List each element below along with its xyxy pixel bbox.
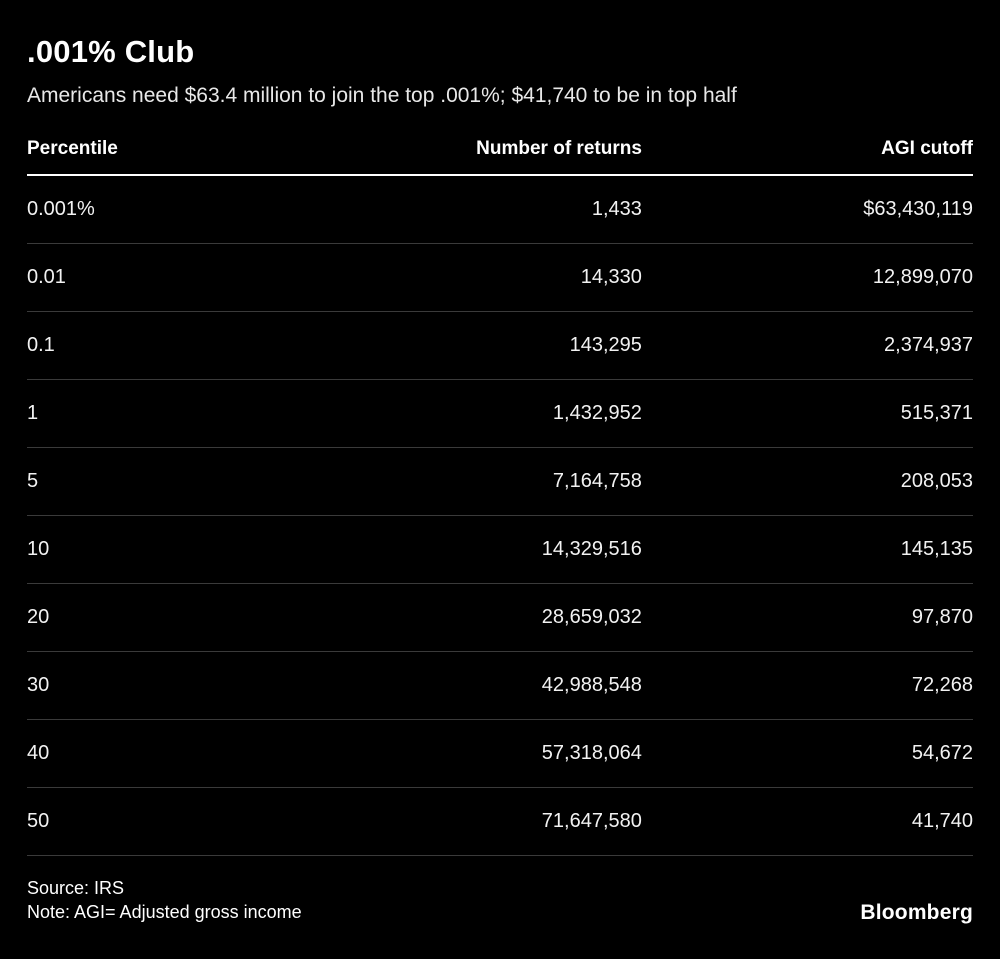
- footer-notes: Source: IRS Note: AGI= Adjusted gross in…: [27, 876, 302, 925]
- agi-cutoff-cell: 97,870: [641, 583, 973, 652]
- number-of-returns-cell: 143,295: [291, 311, 642, 380]
- percentile-cell: 20: [27, 583, 292, 652]
- chart-footer: Source: IRS Note: AGI= Adjusted gross in…: [27, 876, 973, 925]
- agi-cutoff-cell: 54,672: [641, 719, 973, 788]
- table-header-row: Percentile Number of returns AGI cutoff: [27, 138, 973, 176]
- table-row: 10 14,329,516 145,135: [27, 515, 973, 584]
- number-of-returns-cell: 14,329,516: [291, 515, 642, 584]
- data-table: Percentile Number of returns AGI cutoff …: [27, 138, 973, 856]
- note-text: Note: AGI= Adjusted gross income: [27, 902, 302, 923]
- percentile-cell: 5: [27, 447, 292, 516]
- table-row: 1 1,432,952 515,371: [27, 379, 973, 448]
- agi-cutoff-cell: 72,268: [641, 651, 973, 720]
- table-row: 40 57,318,064 54,672: [27, 719, 973, 788]
- source-text: Source: IRS: [27, 878, 125, 898]
- column-header-agi-cutoff: AGI cutoff: [641, 138, 973, 176]
- column-header-number-of-returns: Number of returns: [291, 138, 642, 176]
- table-row: 0.01 14,330 12,899,070: [27, 243, 973, 312]
- number-of-returns-cell: 7,164,758: [291, 447, 642, 516]
- number-of-returns-cell: 14,330: [291, 243, 642, 312]
- percentile-cell: 0.1: [27, 311, 292, 380]
- table-row: 50 71,647,580 41,740: [27, 787, 973, 856]
- number-of-returns-cell: 71,647,580: [291, 787, 642, 856]
- number-of-returns-cell: 1,432,952: [291, 379, 642, 448]
- column-header-percentile: Percentile: [27, 138, 292, 176]
- percentile-cell: 50: [27, 787, 292, 856]
- percentile-cell: 0.001%: [27, 175, 292, 244]
- agi-cutoff-cell: 515,371: [641, 379, 973, 448]
- percentile-cell: 30: [27, 651, 292, 720]
- agi-cutoff-cell: 208,053: [641, 447, 973, 516]
- table-row: 0.001% 1,433 $63,430,119: [27, 175, 973, 244]
- agi-cutoff-cell: 12,899,070: [641, 243, 973, 312]
- number-of-returns-cell: 1,433: [291, 175, 642, 244]
- agi-cutoff-cell: $63,430,119: [641, 175, 973, 244]
- table-row: 5 7,164,758 208,053: [27, 447, 973, 516]
- table-row: 0.1 143,295 2,374,937: [27, 311, 973, 380]
- percentile-cell: 40: [27, 719, 292, 788]
- bloomberg-logo: Bloomberg: [860, 900, 973, 924]
- number-of-returns-cell: 57,318,064: [291, 719, 642, 788]
- chart-subtitle: Americans need $63.4 million to join the…: [27, 84, 737, 107]
- agi-cutoff-cell: 41,740: [641, 787, 973, 856]
- percentile-cell: 0.01: [27, 243, 292, 312]
- number-of-returns-cell: 42,988,548: [291, 651, 642, 720]
- number-of-returns-cell: 28,659,032: [291, 583, 642, 652]
- chart-title: .001% Club: [27, 34, 195, 69]
- table-row: 20 28,659,032 97,870: [27, 583, 973, 652]
- table-body: 0.001% 1,433 $63,430,119 0.01 14,330 12,899,0…: [27, 175, 973, 856]
- percentile-cell: 1: [27, 379, 292, 448]
- agi-cutoff-cell: 2,374,937: [641, 311, 973, 380]
- agi-cutoff-cell: 145,135: [641, 515, 973, 584]
- percentile-cell: 10: [27, 515, 292, 584]
- table-row: 30 42,988,548 72,268: [27, 651, 973, 720]
